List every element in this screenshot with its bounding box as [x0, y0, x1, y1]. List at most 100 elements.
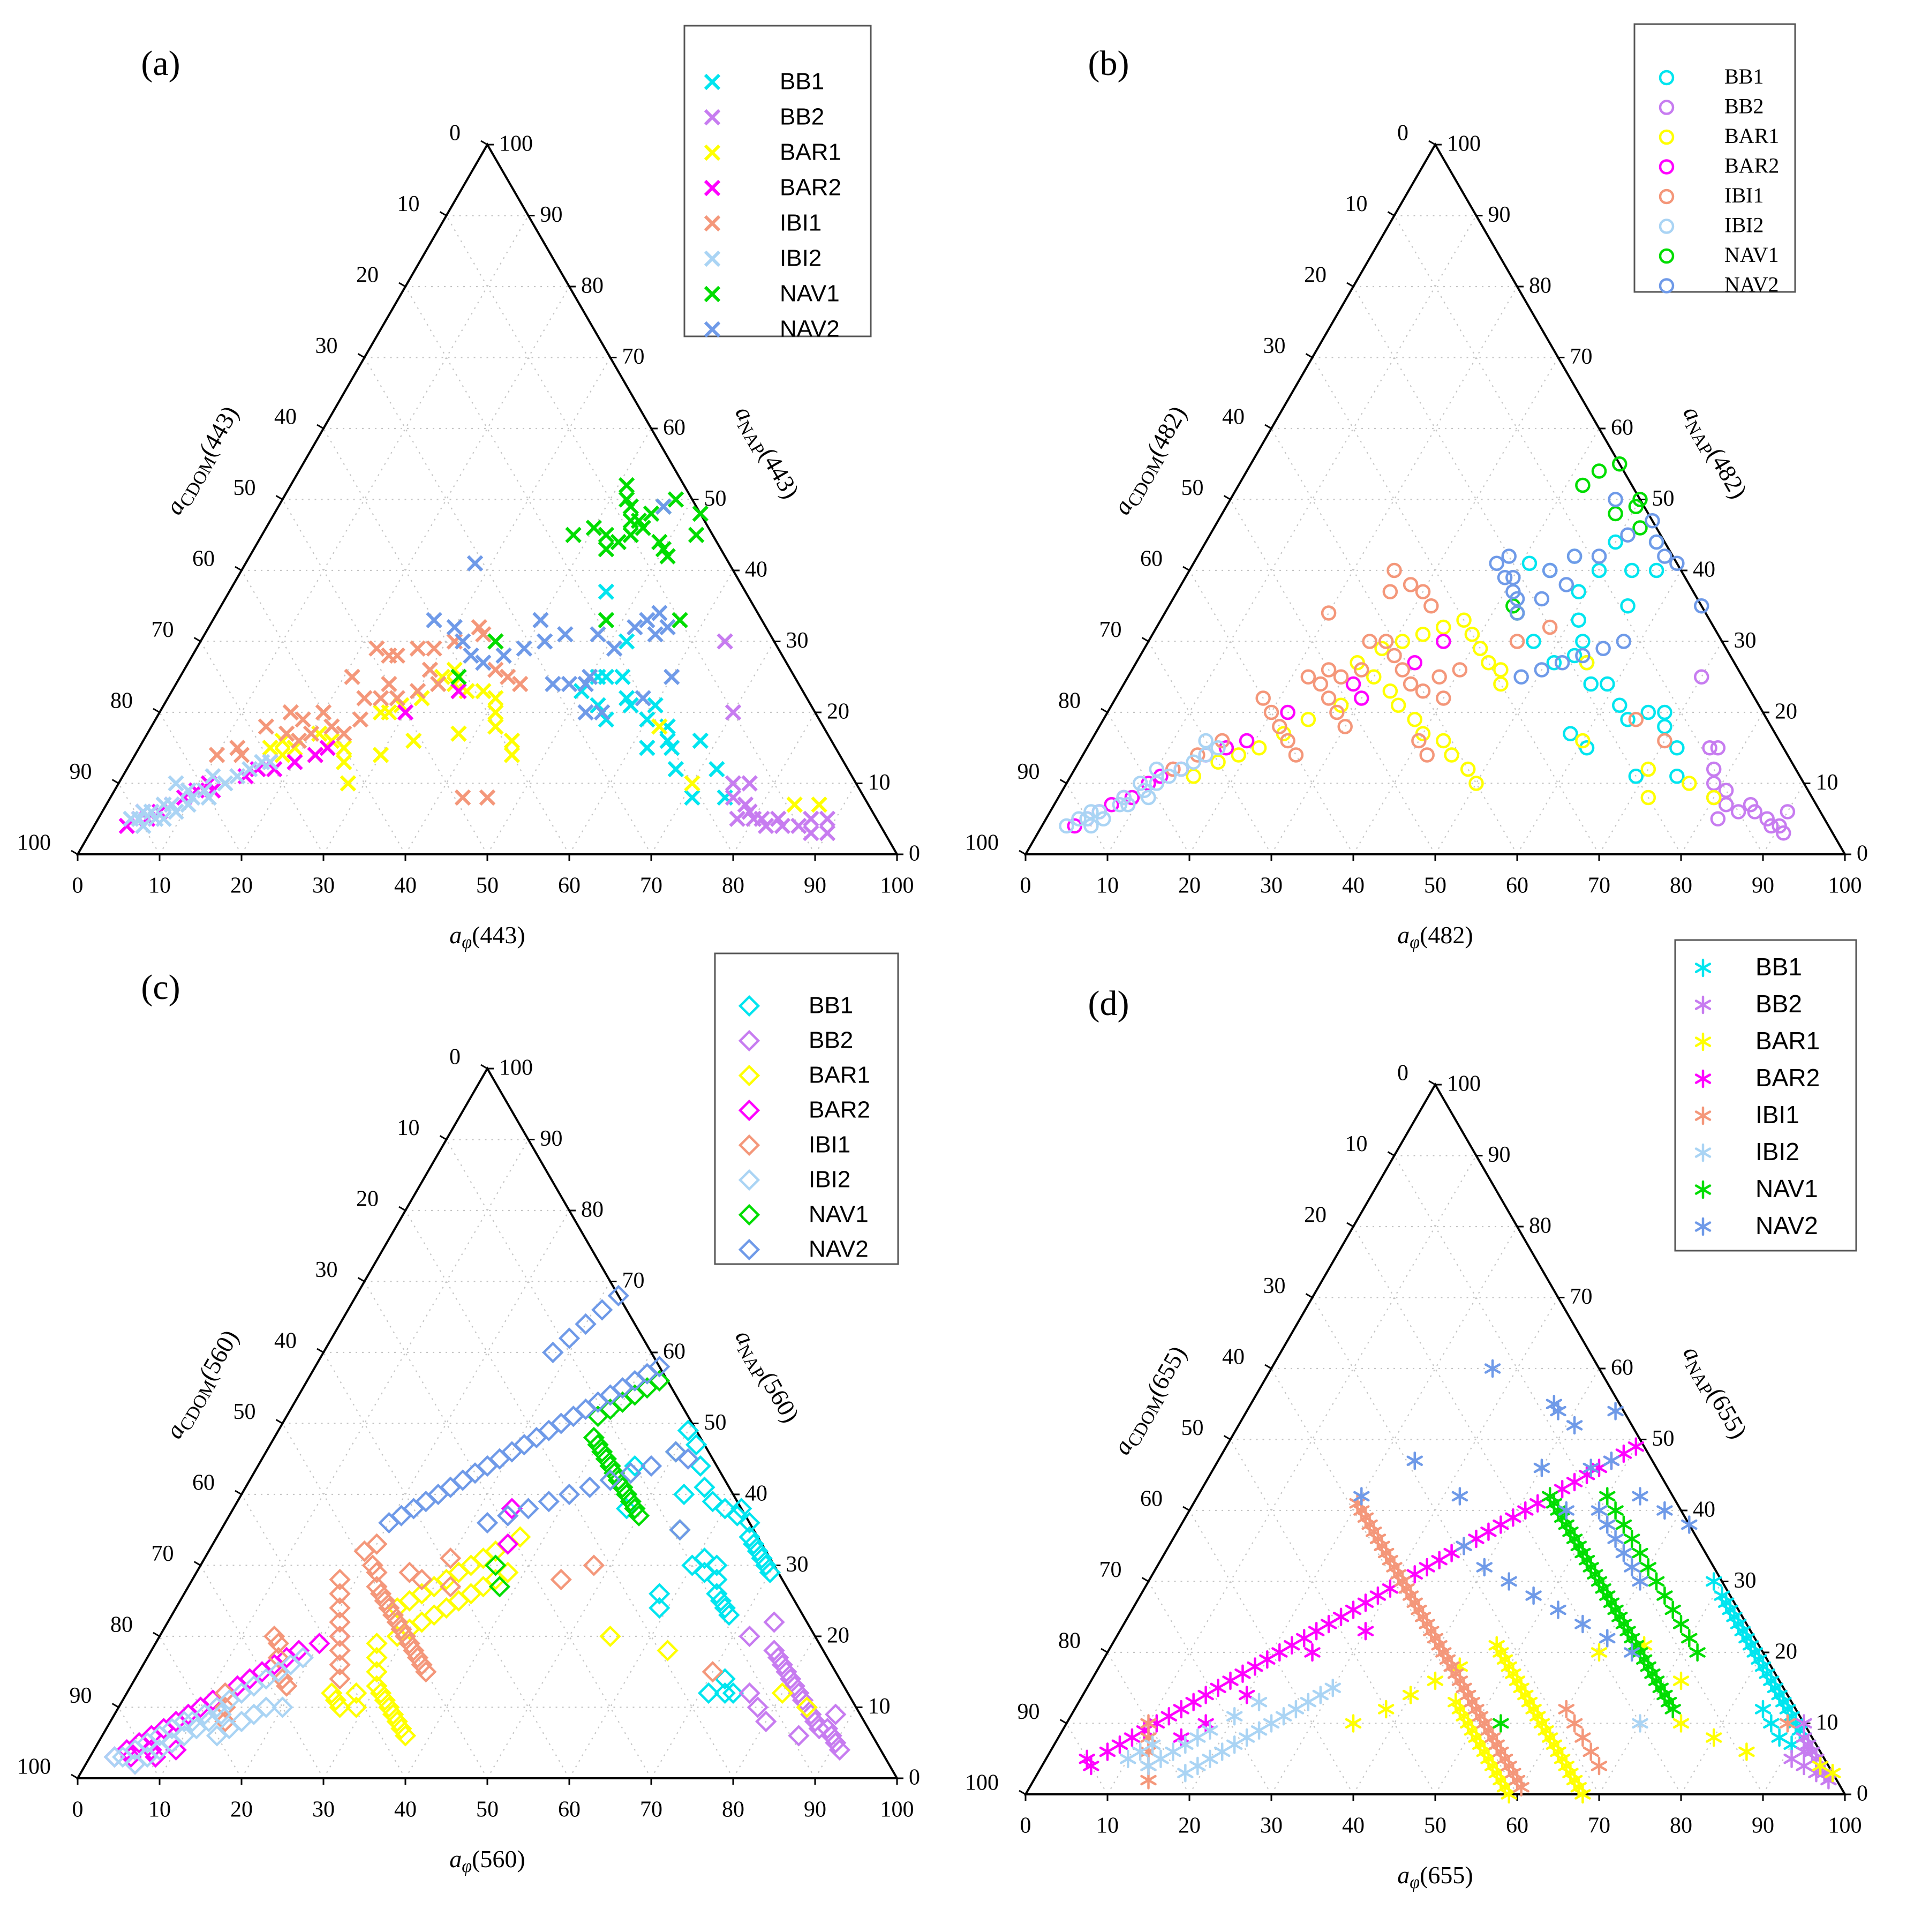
data-point-bar1	[434, 668, 451, 685]
data-point-nav2	[590, 626, 606, 643]
data-point-bb1	[722, 1682, 744, 1704]
data-point-bb1	[714, 1498, 736, 1520]
tick-label-left: 30	[315, 334, 338, 358]
tick-label-x: 80	[1670, 1814, 1692, 1838]
data-point-bar1	[374, 1689, 396, 1711]
tick-mark	[1346, 282, 1354, 288]
data-point-nav2	[415, 1491, 437, 1513]
data-point-nav2	[1533, 1459, 1550, 1477]
data-point-bar1	[1705, 1728, 1722, 1747]
data-point-bb1	[1608, 534, 1623, 550]
data-point-bar1	[382, 1703, 404, 1725]
tick-mark	[317, 1348, 324, 1354]
data-point-bar1	[274, 732, 291, 749]
data-point-bb1	[1620, 598, 1636, 614]
data-point-bar1	[1738, 1742, 1755, 1761]
data-point-bar2	[1332, 1607, 1350, 1626]
tick-label-left: 50	[1181, 476, 1204, 500]
tick-label-right: 90	[1488, 1142, 1511, 1167]
data-point-nav2	[620, 1462, 642, 1484]
data-point-bar1	[372, 747, 389, 763]
data-point-nav2	[1525, 1586, 1542, 1605]
data-point-bb2	[755, 1710, 777, 1733]
data-point-ibi2	[1083, 818, 1099, 834]
data-point-bar2	[165, 1739, 187, 1761]
data-point-ibi2	[155, 810, 172, 827]
panel-c: 0 0 0 10 10 10 20 20 20 30 30 30 40 40 40 50 50 50 60 60 60 7…	[17, 952, 920, 1876]
data-point-bb1	[1763, 1714, 1780, 1733]
tick-mark	[398, 1206, 406, 1212]
data-point-ibi1	[303, 725, 320, 742]
data-point-nav2	[532, 612, 549, 628]
tick-label-left: 80	[110, 1613, 133, 1637]
data-point-nav2	[1406, 1452, 1423, 1470]
data-point-nav1	[618, 491, 635, 508]
data-point-nav2	[561, 675, 578, 693]
data-point-nav2	[463, 647, 479, 664]
gridline	[1066, 783, 1108, 855]
data-point-nav1	[692, 505, 709, 522]
data-point-nav2	[1489, 555, 1504, 571]
data-point-bb1	[664, 740, 680, 756]
x-axis-label: aφ(482)	[1397, 921, 1473, 952]
tick-label-right: 60	[663, 416, 685, 440]
data-point-bar2	[1357, 1622, 1374, 1641]
legend-label-nav1: NAV1	[780, 281, 840, 307]
gridline	[159, 1636, 242, 1779]
data-point-bb1	[706, 1568, 728, 1591]
data-point-bb1	[639, 740, 655, 756]
legend-marker-bar1	[1694, 1032, 1712, 1051]
data-point-nav2	[1550, 1402, 1566, 1420]
data-point-nav2	[1497, 570, 1513, 585]
data-point-nav2	[1509, 605, 1525, 621]
data-point-ibi2	[1071, 811, 1087, 826]
data-point-nav1	[450, 668, 467, 685]
gridline	[159, 712, 242, 855]
data-point-nav2	[536, 633, 553, 650]
data-point-bb1	[706, 1583, 728, 1605]
data-point-bb2	[790, 817, 807, 835]
gridline	[815, 1707, 857, 1779]
data-point-ibi2	[205, 768, 221, 785]
data-point-nav2	[439, 1476, 462, 1498]
data-point-nav1	[688, 527, 705, 543]
data-point-ibi2	[1226, 1735, 1243, 1754]
data-point-nav2	[497, 1505, 519, 1527]
tick-mark	[480, 140, 488, 146]
tick-label-x: 50	[1424, 1814, 1446, 1838]
tick-mark	[1182, 566, 1190, 572]
panel-d: 0 0 0 10 10 10 20 20 20 30 30 30 40 40 40 50 50 50 60 60 60 7…	[965, 939, 1868, 1892]
data-point-nav2	[640, 1455, 662, 1477]
data-point-ibi2	[1250, 1721, 1268, 1740]
data-point-nav1	[628, 1505, 650, 1527]
data-point-bb2	[808, 1718, 830, 1740]
data-point-bar1	[345, 1696, 367, 1718]
data-point-bb1	[590, 697, 606, 713]
data-point-ibi2	[255, 1696, 277, 1718]
tick-label-right: 100	[1447, 132, 1481, 156]
data-point-ibi2	[135, 817, 152, 835]
data-point-ibi1	[409, 683, 426, 700]
tick-label-left: 100	[965, 831, 999, 855]
data-point-ibi1	[378, 1597, 400, 1619]
legend-label-ibi2: IBI2	[780, 245, 822, 272]
data-point-ibi1	[233, 747, 250, 763]
data-point-nav1	[1575, 477, 1591, 493]
data-point-bb1	[1546, 655, 1562, 671]
data-point-nav1	[667, 491, 684, 508]
data-point-ibi1	[272, 1668, 293, 1690]
data-point-bar2	[1554, 1480, 1571, 1499]
tick-label-right: 30	[1734, 1568, 1757, 1593]
data-point-ibi1	[356, 690, 373, 706]
data-point-bb1	[624, 1455, 646, 1477]
data-point-bar1	[386, 1710, 408, 1733]
data-point-nav2	[378, 1512, 400, 1534]
data-point-bb2	[1710, 811, 1726, 826]
data-point-bb1	[1591, 562, 1607, 578]
data-point-ibi1	[295, 711, 311, 728]
tick-mark	[439, 211, 447, 216]
data-point-bb1	[1600, 676, 1615, 692]
data-point-bar1	[405, 732, 422, 749]
data-point-bar1	[1186, 769, 1201, 784]
data-point-nav2	[1615, 1544, 1632, 1562]
